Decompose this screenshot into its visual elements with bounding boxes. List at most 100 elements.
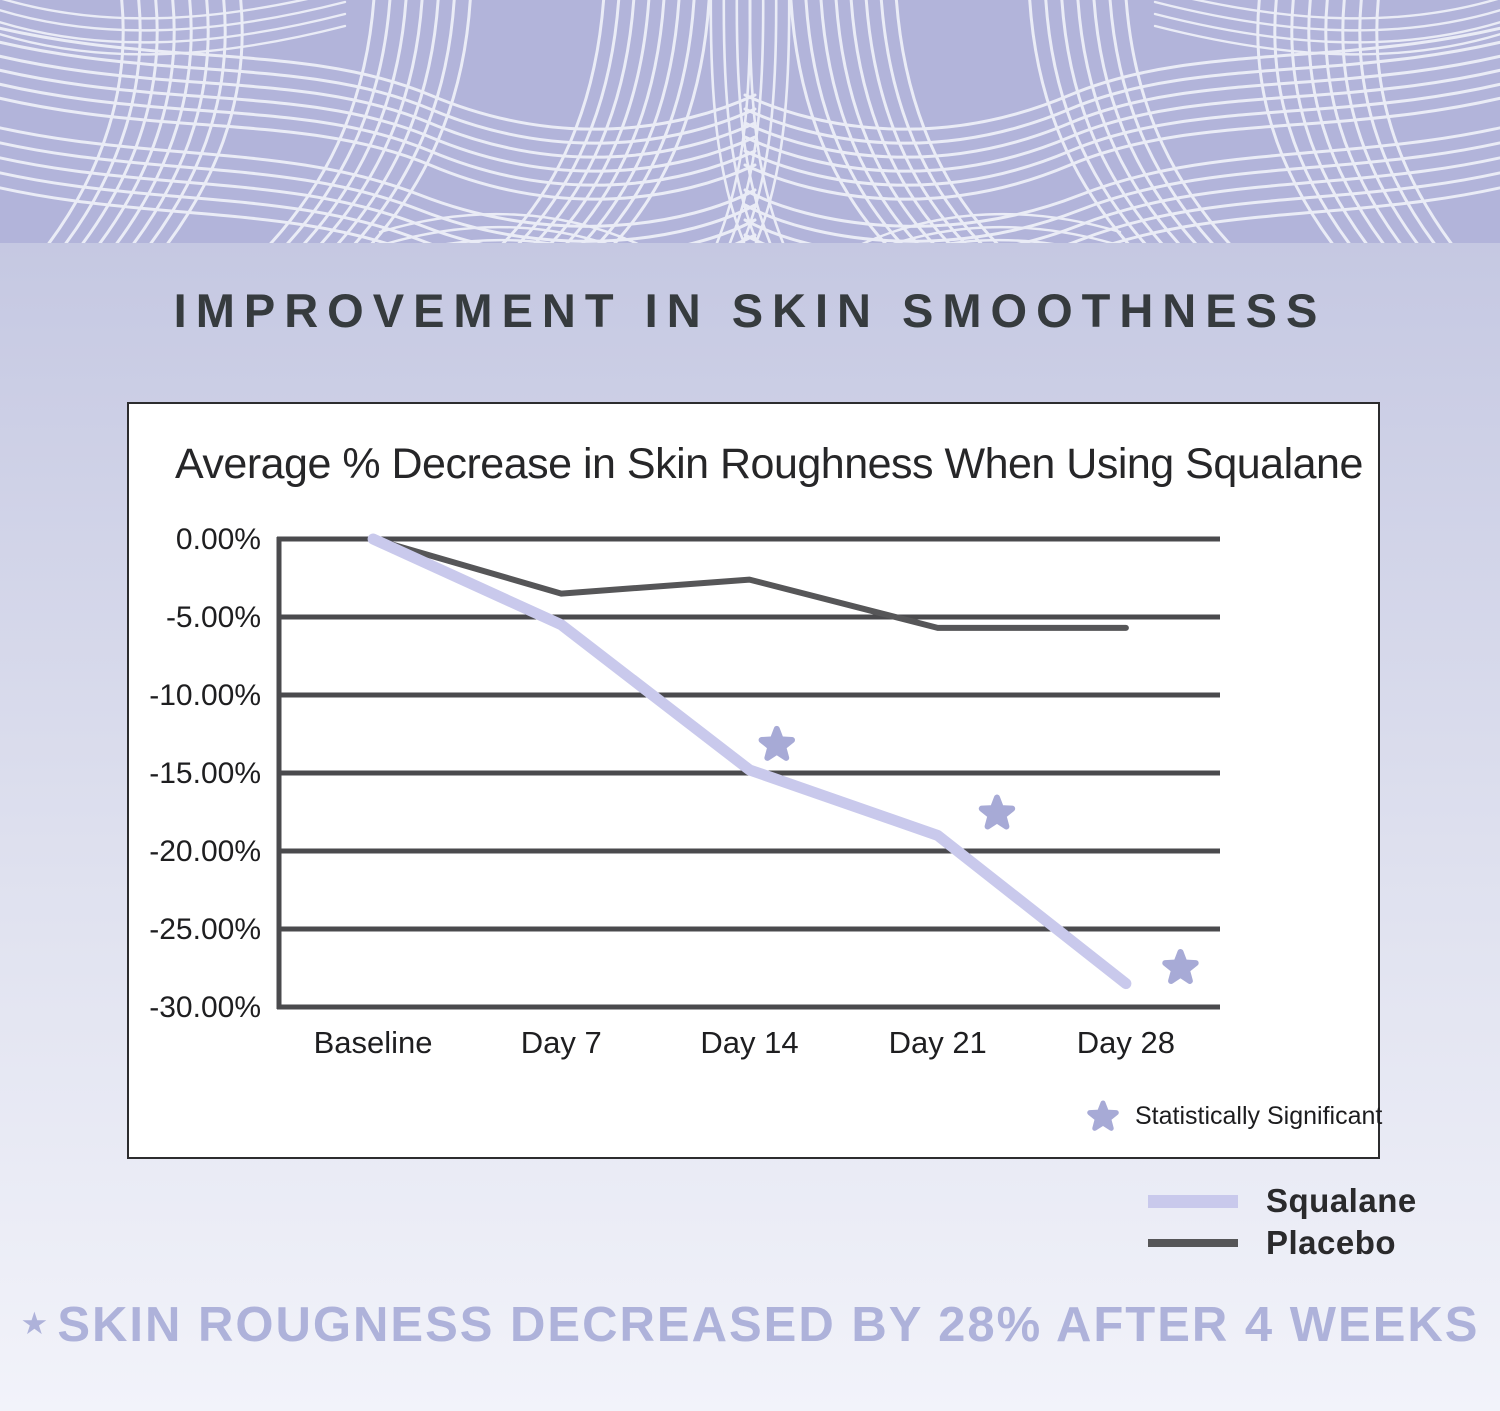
leaf-pattern-line [894,0,999,243]
leaf-pattern-line [517,0,621,243]
y-tick-label: -10.00% [149,679,261,712]
leaf-pattern-line [849,0,951,243]
leaf-pattern-line [804,0,903,243]
leaf-pattern-line [149,0,227,243]
leaf-pattern-line [789,0,887,243]
chart-title: Average % Decrease in Skin Roughness Whe… [175,440,1363,488]
leaf-pattern-line [501,0,606,243]
x-tick-label: Day 21 [889,1025,987,1060]
leaf-pattern-line [378,212,639,243]
significance-star-icon [758,725,796,761]
page-title: IMPROVEMENT IN SKIN SMOOTHNESS [173,284,1327,337]
x-tick-label: Day 7 [521,1025,602,1060]
leaf-pattern-line [0,156,757,243]
leaf-pattern-line [1124,0,1231,243]
leaf-pattern-line [748,0,785,243]
legend-label-squalane: Squalane [1266,1182,1417,1219]
leaf-pattern-line [1076,0,1181,243]
leaf-pattern-line [0,0,347,32]
leaf-pattern-line [0,141,757,243]
leaf-pattern-line [1256,0,1334,243]
leaf-pattern-line [743,40,1500,145]
leaf-pattern-line [166,0,244,243]
leaf-pattern-line [861,212,1122,243]
leaf-pattern-line [754,0,791,243]
x-tick-label: Baseline [314,1025,433,1060]
leaf-pattern-line [0,186,391,243]
leaf-pattern-line [879,0,983,243]
leaf-pattern-line [1,0,309,20]
leaf-pattern-half [0,0,791,243]
leaf-pattern-line [1153,0,1500,32]
leaf-pattern-line [353,0,456,243]
leaf-pattern-line [115,0,193,243]
leaf-pattern-line [286,0,392,243]
leaf-pattern-line [98,0,176,243]
y-tick-label: -5.00% [166,601,261,634]
legend-label-placebo: Placebo [1266,1224,1397,1261]
y-tick-label: -30.00% [149,991,261,1024]
significance-star-icon [1162,949,1199,984]
footnote: ★ SKIN ROUGNESS DECREASED BY 28% AFTER 4 … [0,1297,1500,1353]
squalane-line-swatch [1148,1194,1238,1208]
leaf-pattern-line [864,0,967,243]
leaf-pattern-line [549,0,651,243]
leaf-pattern-line [533,0,636,243]
leaf-pattern-line [1044,0,1147,243]
leaf-pattern-line [743,26,1500,131]
leaf-pattern-line [1358,0,1436,243]
leaf-pattern-line [47,0,125,243]
leaf-pattern-line [269,0,376,243]
leaf-pattern-line [64,0,142,243]
significance-legend-label: Statistically Significant [1135,1101,1383,1130]
x-tick-label: Day 28 [1077,1025,1175,1060]
y-tick-label: 0.00% [176,523,261,556]
legend-item-placebo: Placebo [1148,1222,1438,1264]
leaf-pattern-line [613,0,711,243]
leaf-pattern-line [1324,0,1402,243]
footnote-text: SKIN ROUGNESS DECREASED BY 28% AFTER 4 W… [57,1298,1480,1352]
leaf-pattern-line [302,0,408,243]
leaf-pattern-line [735,0,772,243]
leaf-pattern-line [597,0,696,243]
legend-item-squalane: Squalane [1148,1180,1438,1222]
leaf-pattern-line [743,54,1500,159]
leaf-pattern-line [743,68,1500,173]
chart-card: Average % Decrease in Skin Roughness Whe… [127,402,1383,1159]
leaf-pattern-line [1273,0,1351,243]
leaf-pattern-line [1108,0,1214,243]
leaf-pattern-line [709,0,746,243]
leaf-pattern-line [0,12,347,44]
x-tick-label: Day 14 [700,1025,798,1060]
decorative-band [0,0,1500,243]
leaf-pattern-line [892,225,1116,243]
line-chart: 0.00% -5.00% -10.00% -15.00% -20.00% -25.00% -… [149,523,1220,1060]
leaf-pattern-line [1341,0,1419,243]
leaf-pattern-line [370,0,472,243]
leaf-pattern-line [1191,0,1499,20]
leaf-pattern-line [319,0,424,243]
leaf-pattern-line [1153,12,1500,44]
leaf-pattern-line [819,0,919,243]
significance-star-icon [978,794,1016,830]
leaf-pattern-line [0,40,757,145]
leaf-pattern-line [0,26,757,131]
leaf-pattern-half-mirrored [709,0,1500,243]
leaf-pattern-line [1375,0,1453,243]
leaf-pattern-graphic [0,0,1500,243]
leaf-pattern-line [384,225,608,243]
y-tick-label: -25.00% [149,913,261,946]
leaf-pattern-line [0,68,757,173]
leaf-pattern-line [1028,0,1130,243]
leaf-pattern-line [565,0,666,243]
leaf-pattern-line [0,24,347,56]
leaf-pattern-line [1109,186,1500,243]
leaf-pattern-line [336,0,440,243]
leaf-pattern-line [1153,24,1500,56]
leaf-pattern-line [1307,0,1385,243]
leaf-pattern-line [445,238,555,243]
series-legend: Squalane Placebo [1148,1180,1438,1264]
leaf-pattern-line [0,54,757,159]
star-icon: ★ [20,1306,49,1341]
